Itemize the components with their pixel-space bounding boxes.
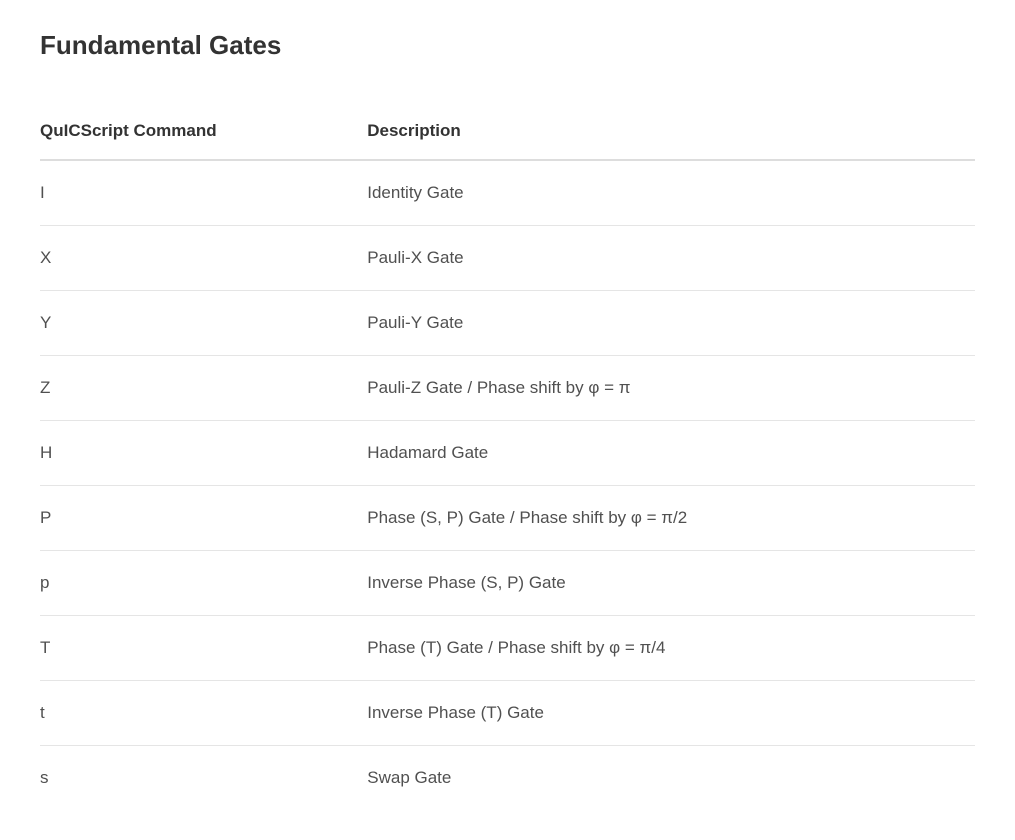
table-row: T Phase (T) Gate / Phase shift by φ = π/… xyxy=(40,616,975,681)
cell-command: I xyxy=(40,160,367,226)
page-title: Fundamental Gates xyxy=(40,30,975,61)
cell-description: Pauli-X Gate xyxy=(367,226,975,291)
cell-description: Phase (S, P) Gate / Phase shift by φ = π… xyxy=(367,486,975,551)
table-row: Y Pauli-Y Gate xyxy=(40,291,975,356)
cell-command: H xyxy=(40,421,367,486)
cell-command: s xyxy=(40,746,367,811)
table-row: H Hadamard Gate xyxy=(40,421,975,486)
table-row: P Phase (S, P) Gate / Phase shift by φ =… xyxy=(40,486,975,551)
table-row: p Inverse Phase (S, P) Gate xyxy=(40,551,975,616)
table-row: I Identity Gate xyxy=(40,160,975,226)
table-header-row: QuICScript Command Description xyxy=(40,109,975,160)
cell-description: Inverse Phase (S, P) Gate xyxy=(367,551,975,616)
column-header-command: QuICScript Command xyxy=(40,109,367,160)
gates-table: QuICScript Command Description I Identit… xyxy=(40,109,975,810)
cell-command: P xyxy=(40,486,367,551)
table-row: s Swap Gate xyxy=(40,746,975,811)
cell-description: Pauli-Y Gate xyxy=(367,291,975,356)
cell-description: Hadamard Gate xyxy=(367,421,975,486)
cell-command: Y xyxy=(40,291,367,356)
column-header-description: Description xyxy=(367,109,975,160)
cell-description: Phase (T) Gate / Phase shift by φ = π/4 xyxy=(367,616,975,681)
table-row: t Inverse Phase (T) Gate xyxy=(40,681,975,746)
cell-command: t xyxy=(40,681,367,746)
cell-description: Swap Gate xyxy=(367,746,975,811)
cell-command: p xyxy=(40,551,367,616)
cell-description: Pauli-Z Gate / Phase shift by φ = π xyxy=(367,356,975,421)
table-row: Z Pauli-Z Gate / Phase shift by φ = π xyxy=(40,356,975,421)
table-row: X Pauli-X Gate xyxy=(40,226,975,291)
cell-description: Inverse Phase (T) Gate xyxy=(367,681,975,746)
cell-command: X xyxy=(40,226,367,291)
cell-command: T xyxy=(40,616,367,681)
cell-command: Z xyxy=(40,356,367,421)
cell-description: Identity Gate xyxy=(367,160,975,226)
